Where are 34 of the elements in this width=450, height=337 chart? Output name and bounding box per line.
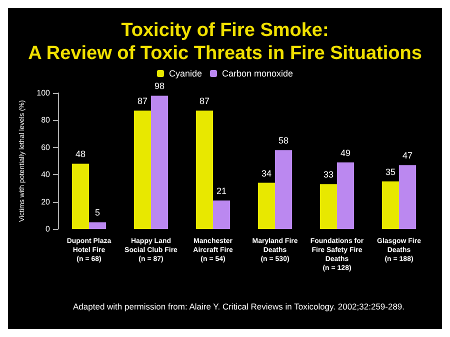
bar	[89, 222, 106, 229]
data-label: 87	[137, 96, 148, 106]
data-label: 21	[216, 186, 227, 196]
bar	[196, 110, 213, 229]
data-label: 5	[94, 208, 100, 218]
bar	[213, 200, 230, 229]
y-tick-label: 60	[41, 142, 51, 152]
data-label: 33	[323, 170, 334, 180]
data-label: 35	[385, 166, 396, 177]
y-tick-label: 100	[36, 88, 51, 98]
legend-label: Carbon monoxide	[222, 68, 294, 78]
data-label: 34	[261, 168, 272, 178]
bar	[72, 164, 89, 229]
data-label: 48	[75, 149, 86, 160]
bar	[399, 165, 416, 229]
y-tick-label: 40	[41, 170, 51, 180]
legend-label: Cyanide	[168, 68, 202, 78]
chart-title: Toxicity of Fire Smoke: A Review of Toxic Threats in Fire Situations	[28, 20, 422, 64]
bar	[337, 162, 354, 229]
y-tick-label: 80	[41, 116, 51, 125]
data-label: 58	[278, 136, 289, 146]
bar	[258, 182, 275, 229]
bar	[382, 181, 399, 229]
y-tick-label: 20	[41, 197, 51, 206]
data-label: 47	[402, 150, 413, 161]
bar	[320, 184, 337, 229]
data-label: 49	[340, 148, 351, 158]
bar	[275, 150, 292, 229]
bar	[134, 110, 151, 229]
bar	[151, 96, 168, 229]
y-tick-label: 0	[46, 224, 51, 234]
data-label: 98	[154, 81, 165, 92]
text: Adapted with permission from: Alaire Y. Critical Reviews in Toxicology. 2002;32:259-289.	[73, 302, 405, 312]
data-label: 87	[199, 96, 210, 106]
